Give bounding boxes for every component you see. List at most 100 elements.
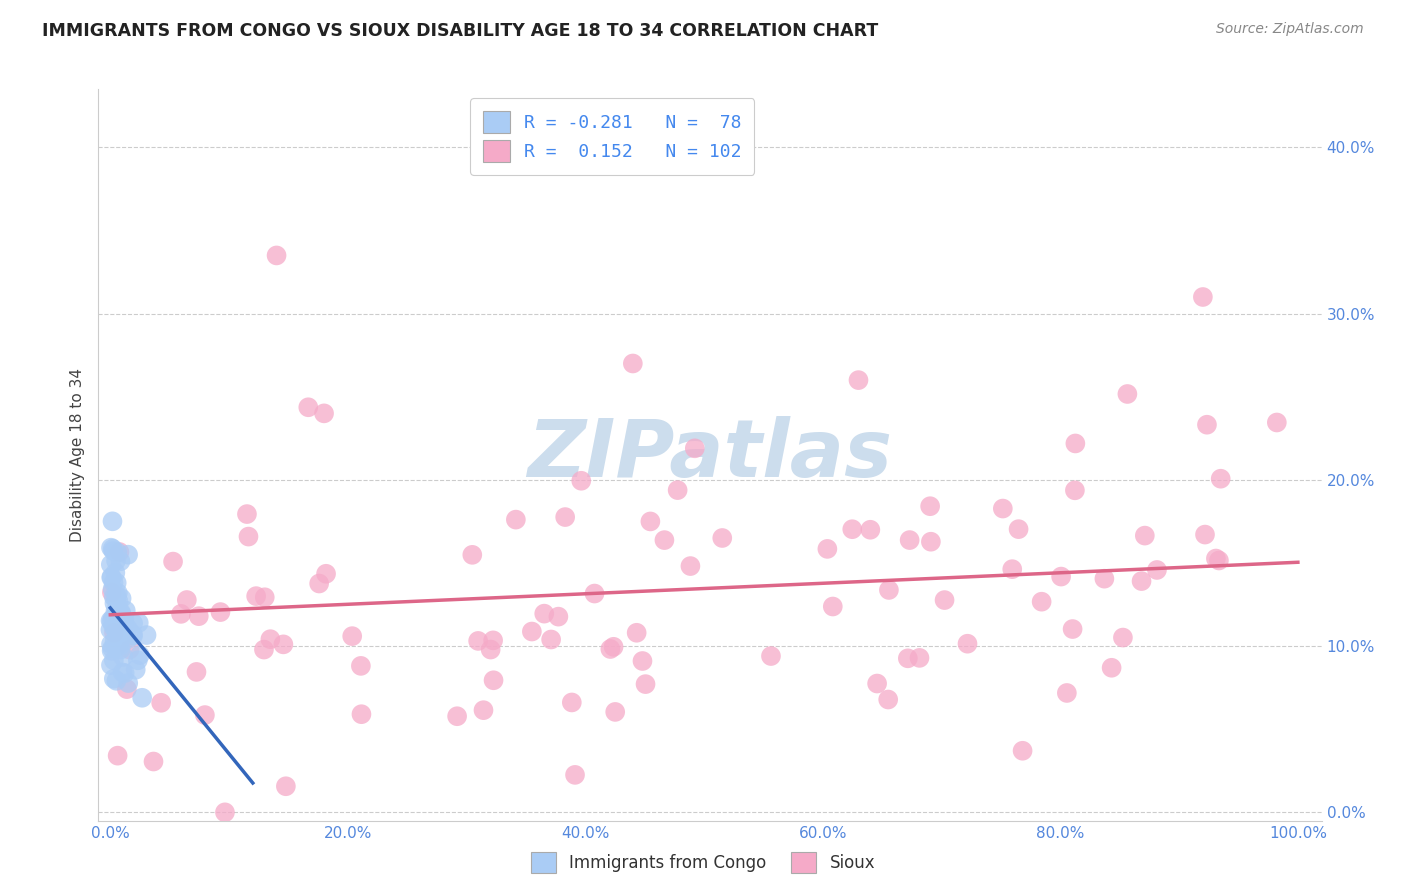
- Point: [236, 507, 259, 521]
- Point: [467, 634, 489, 648]
- Point: [100, 658, 122, 673]
- Point: [1064, 436, 1087, 450]
- Point: [101, 514, 124, 528]
- Point: [108, 545, 131, 559]
- Point: [920, 499, 942, 513]
- Point: [100, 623, 122, 637]
- Point: [122, 629, 145, 643]
- Point: [479, 642, 502, 657]
- Point: [666, 483, 689, 497]
- Point: [1265, 416, 1288, 430]
- Point: [112, 617, 135, 632]
- Point: [103, 620, 125, 634]
- Point: [111, 665, 134, 680]
- Point: [626, 625, 648, 640]
- Point: [209, 605, 232, 619]
- Point: [920, 534, 942, 549]
- Point: [121, 627, 143, 641]
- Point: [1092, 572, 1115, 586]
- Point: [908, 651, 931, 665]
- Point: [110, 606, 132, 620]
- Point: [108, 635, 131, 649]
- Point: [117, 548, 139, 562]
- Point: [564, 768, 586, 782]
- Point: [520, 624, 543, 639]
- Point: [1007, 522, 1029, 536]
- Point: [1133, 528, 1156, 542]
- Point: [100, 637, 122, 651]
- Point: [111, 616, 134, 631]
- Point: [561, 696, 583, 710]
- Point: [105, 604, 128, 618]
- Point: [815, 541, 838, 556]
- Point: [104, 604, 127, 618]
- Point: [759, 648, 782, 663]
- Y-axis label: Disability Age 18 to 34: Disability Age 18 to 34: [69, 368, 84, 542]
- Text: ZIPatlas: ZIPatlas: [527, 416, 893, 494]
- Point: [1112, 631, 1135, 645]
- Point: [350, 707, 373, 722]
- Point: [991, 501, 1014, 516]
- Point: [105, 640, 128, 654]
- Point: [103, 590, 125, 604]
- Point: [103, 653, 125, 667]
- Point: [1011, 744, 1033, 758]
- Point: [110, 591, 132, 606]
- Point: [599, 642, 621, 657]
- Point: [176, 593, 198, 607]
- Point: [866, 676, 889, 690]
- Point: [1146, 563, 1168, 577]
- Point: [118, 642, 141, 657]
- Point: [602, 640, 624, 654]
- Point: [112, 612, 135, 626]
- Point: [104, 619, 127, 633]
- Point: [877, 692, 900, 706]
- Point: [104, 616, 127, 631]
- Point: [107, 748, 129, 763]
- Point: [105, 608, 128, 623]
- Point: [142, 755, 165, 769]
- Point: [877, 582, 900, 597]
- Point: [101, 582, 124, 596]
- Point: [100, 644, 122, 658]
- Point: [104, 615, 127, 629]
- Point: [898, 533, 921, 547]
- Point: [101, 541, 124, 556]
- Point: [115, 682, 138, 697]
- Point: [105, 615, 128, 630]
- Point: [934, 593, 956, 607]
- Point: [1062, 622, 1084, 636]
- Point: [245, 589, 267, 603]
- Point: [214, 805, 236, 820]
- Point: [540, 632, 562, 647]
- Point: [634, 677, 657, 691]
- Point: [122, 616, 145, 631]
- Text: IMMIGRANTS FROM CONGO VS SIOUX DISABILITY AGE 18 TO 34 CORRELATION CHART: IMMIGRANTS FROM CONGO VS SIOUX DISABILIT…: [42, 22, 879, 40]
- Point: [104, 620, 127, 634]
- Point: [105, 554, 128, 568]
- Point: [1194, 527, 1216, 541]
- Point: [266, 248, 288, 262]
- Point: [446, 709, 468, 723]
- Point: [1101, 661, 1123, 675]
- Point: [101, 585, 124, 599]
- Point: [1205, 551, 1227, 566]
- Point: [1192, 290, 1215, 304]
- Point: [1031, 595, 1053, 609]
- Point: [112, 649, 135, 664]
- Point: [110, 607, 132, 621]
- Point: [103, 672, 125, 686]
- Point: [107, 620, 129, 634]
- Point: [297, 401, 319, 415]
- Point: [679, 559, 702, 574]
- Point: [105, 612, 128, 626]
- Point: [100, 614, 122, 628]
- Point: [110, 554, 132, 568]
- Point: [103, 596, 125, 610]
- Point: [104, 634, 127, 648]
- Point: [841, 522, 863, 536]
- Point: [104, 618, 127, 632]
- Point: [683, 442, 706, 456]
- Point: [117, 632, 139, 647]
- Point: [103, 544, 125, 558]
